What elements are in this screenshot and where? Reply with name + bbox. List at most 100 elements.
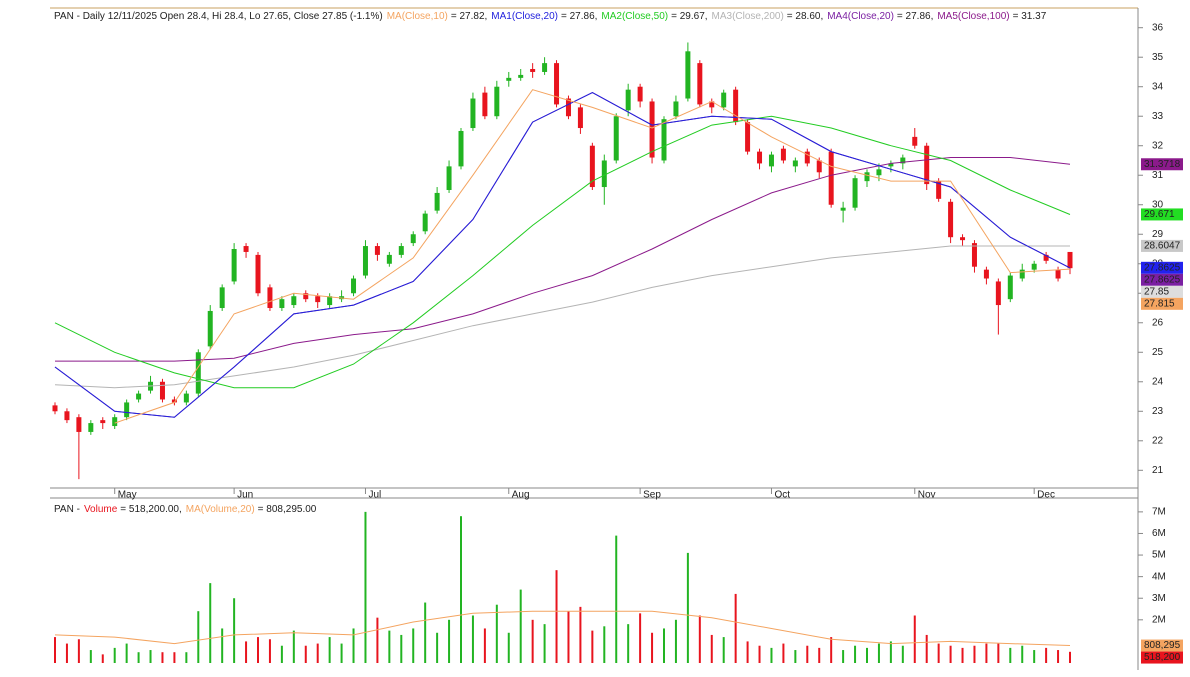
volume-bar [555,570,558,663]
y-tick-label: 22 [1152,435,1164,446]
x-tick-label: May [118,490,137,501]
y-tick-label: 32 [1152,140,1164,151]
candle-body [458,130,464,167]
volume-bar [770,647,773,663]
candle-body [315,296,321,303]
volume-bar [257,637,259,663]
volume-bar [400,634,403,663]
value-tag-label: 29.671 [1144,209,1175,220]
volume-bar [949,645,952,663]
volume-bar [1009,647,1012,663]
legend-name: MA3(Close,200) [712,11,784,22]
volume-bar [268,639,271,663]
volume-bar [985,643,988,663]
y-tick-label: 7M [1152,507,1166,518]
volume-bar [567,611,570,663]
candle-body [792,160,798,167]
volume-bar [412,628,415,663]
candle-body [554,63,560,105]
candle-body [864,172,870,182]
y-tick-label: 31 [1152,170,1164,181]
y-tick-label: 3M [1152,593,1166,604]
candle-body [470,98,476,129]
ma-line [55,157,1071,362]
legend-prefix: PAN - [54,504,80,515]
candle-body [709,101,715,108]
candle-body [780,148,786,161]
volume-bar [782,643,785,663]
volume-bar [722,637,725,663]
candle-body [422,213,428,232]
value-tag [1141,261,1183,274]
candle-body [1007,275,1013,300]
candle-body [960,237,966,241]
candle-body [971,243,977,267]
value-tag [1141,273,1183,286]
candle-body [386,254,392,264]
volume-bar [364,511,367,663]
candle-body [303,293,309,300]
x-tick-label: Aug [512,490,530,501]
volume-bar [615,535,618,663]
volume-bar [161,652,164,663]
candle-body [768,154,774,167]
x-tick-label: Jun [237,490,253,501]
value-tag [1141,297,1183,310]
candle-body [267,287,273,309]
candle-body [565,98,571,117]
candle-body [351,278,357,294]
candle-body [697,63,703,105]
volume-bar [173,652,176,663]
y-tick-label: 29 [1152,229,1164,240]
candle-body [362,246,368,276]
volume-bar [1045,647,1048,663]
volume-bar [519,589,522,663]
volume-bar [328,637,331,663]
volume-bar [639,613,642,663]
volume-bar [185,652,188,663]
candle-body [52,405,58,412]
value-tag-label: 518,200 [1144,652,1181,663]
volume-bar [436,632,439,663]
volume-bar [113,647,116,663]
value-tag [1141,639,1183,652]
value-tag-label: 27.8625 [1144,274,1181,285]
volume-bar [245,641,248,663]
y-tick-label: 21 [1152,465,1164,476]
legend-value: = 28.60, [787,11,823,22]
volume-bar [913,615,916,663]
legend-name: MA1(Close,20) [491,11,558,22]
volume-bar [471,615,474,663]
legend-name: MA4(Close,20) [827,11,894,22]
volume-bar [830,637,833,663]
candle-body [410,234,416,244]
candle-body [183,393,189,403]
volume-bar [483,628,486,663]
y-tick-label: 4M [1152,571,1166,582]
volume-bar [889,641,892,663]
legend: PAN - Volume = 518,200.00, MA(Volume,20) = 8… [54,504,317,515]
volume-bar [866,647,868,663]
candle-body [589,145,595,188]
volume-bar [424,602,427,663]
ma-line [54,610,1071,646]
volume-bar [197,611,200,663]
volume-bar [603,626,606,663]
y-tick-label: 2M [1152,614,1166,625]
candle-body [577,107,583,129]
candle-body [112,417,118,427]
volume-bar [495,604,498,663]
volume-bar [674,619,677,663]
candle-body [100,420,106,424]
legend-value: = 808,295.00 [258,504,317,515]
legend-name: MA(Close,10) [387,11,448,22]
candle-body [136,393,142,400]
volume-bar [734,593,737,663]
volume-bar [54,637,56,663]
volume-bar [101,654,104,663]
volume-bar [149,650,152,663]
candle-body [601,160,607,188]
candle-body [1031,263,1037,270]
candle-body [852,178,858,208]
